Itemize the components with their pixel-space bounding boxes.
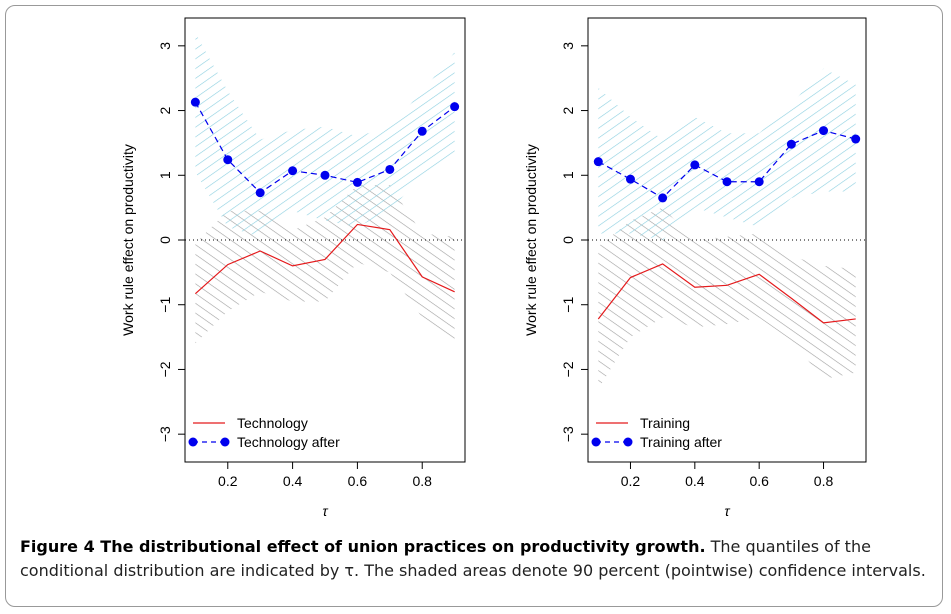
point bbox=[417, 126, 427, 136]
point bbox=[288, 166, 298, 176]
y-tick-label: 2 bbox=[560, 106, 576, 114]
y-tick-label: 0 bbox=[157, 236, 173, 244]
legend-marker bbox=[188, 437, 198, 447]
point bbox=[625, 174, 635, 184]
point bbox=[320, 170, 330, 180]
series-line bbox=[598, 129, 856, 199]
plot-area bbox=[185, 32, 465, 344]
y-axis-label: Work rule effect on productivity bbox=[523, 144, 539, 336]
legend-marker bbox=[220, 437, 230, 447]
point bbox=[223, 155, 233, 165]
x-tick-label: 0.6 bbox=[749, 473, 769, 489]
caption: Figure 4 The distributional effect of un… bbox=[20, 535, 930, 583]
y-tick-label: 3 bbox=[560, 42, 576, 50]
point bbox=[722, 177, 732, 187]
y-tick-label: 1 bbox=[560, 171, 576, 179]
legend-marker bbox=[623, 437, 633, 447]
y-tick-label: 1 bbox=[157, 171, 173, 179]
confidence-band bbox=[195, 32, 455, 237]
y-tick-label: −3 bbox=[157, 426, 173, 442]
x-tick-label: 0.2 bbox=[621, 473, 641, 489]
point bbox=[385, 164, 395, 174]
confidence-band bbox=[598, 68, 856, 240]
y-tick-label: −1 bbox=[560, 297, 576, 313]
x-tick-label: 0.6 bbox=[348, 473, 368, 489]
series-line bbox=[194, 223, 455, 295]
y-tick-label: −3 bbox=[560, 426, 576, 442]
point bbox=[352, 177, 362, 187]
point bbox=[819, 126, 829, 136]
figure-frame bbox=[5, 5, 943, 607]
y-tick-label: −1 bbox=[157, 297, 173, 313]
series-line bbox=[597, 263, 856, 324]
point bbox=[593, 157, 603, 167]
point bbox=[190, 97, 200, 107]
point bbox=[658, 193, 668, 203]
x-tick-label: 0.8 bbox=[814, 473, 834, 489]
caption-text: The quantiles of the conditional distrib… bbox=[20, 537, 926, 580]
y-tick-label: 0 bbox=[560, 236, 576, 244]
x-axis-label: τ bbox=[322, 503, 328, 519]
y-tick-label: 3 bbox=[157, 42, 173, 50]
point bbox=[851, 134, 861, 144]
x-tick-label: 0.4 bbox=[283, 473, 303, 489]
confidence-band bbox=[598, 207, 856, 389]
point bbox=[255, 188, 265, 198]
y-axis-label: Work rule effect on productivity bbox=[120, 144, 136, 336]
legend-label: Training bbox=[640, 415, 690, 431]
x-tick-label: 0.2 bbox=[218, 473, 238, 489]
legend-marker bbox=[591, 437, 601, 447]
caption-title: Figure 4 The distributional effect of un… bbox=[20, 537, 706, 556]
legend-label: Training after bbox=[640, 434, 722, 450]
point bbox=[690, 160, 700, 170]
legend-label: Technology after bbox=[237, 434, 340, 450]
plot-area bbox=[588, 68, 866, 389]
y-tick-label: −2 bbox=[560, 361, 576, 377]
y-tick-label: −2 bbox=[157, 361, 173, 377]
y-tick-label: 2 bbox=[157, 106, 173, 114]
x-axis-label: τ bbox=[724, 503, 730, 519]
point bbox=[754, 177, 764, 187]
x-tick-label: 0.8 bbox=[412, 473, 432, 489]
legend-label: Technology bbox=[237, 415, 308, 431]
x-tick-label: 0.4 bbox=[685, 473, 705, 489]
point bbox=[450, 102, 460, 112]
figure: −3 −2 −1 0 1 2 3 0.2 0.4 0.6 0.8 τ Work rule effect … bbox=[120, 17, 867, 519]
point bbox=[786, 139, 796, 149]
